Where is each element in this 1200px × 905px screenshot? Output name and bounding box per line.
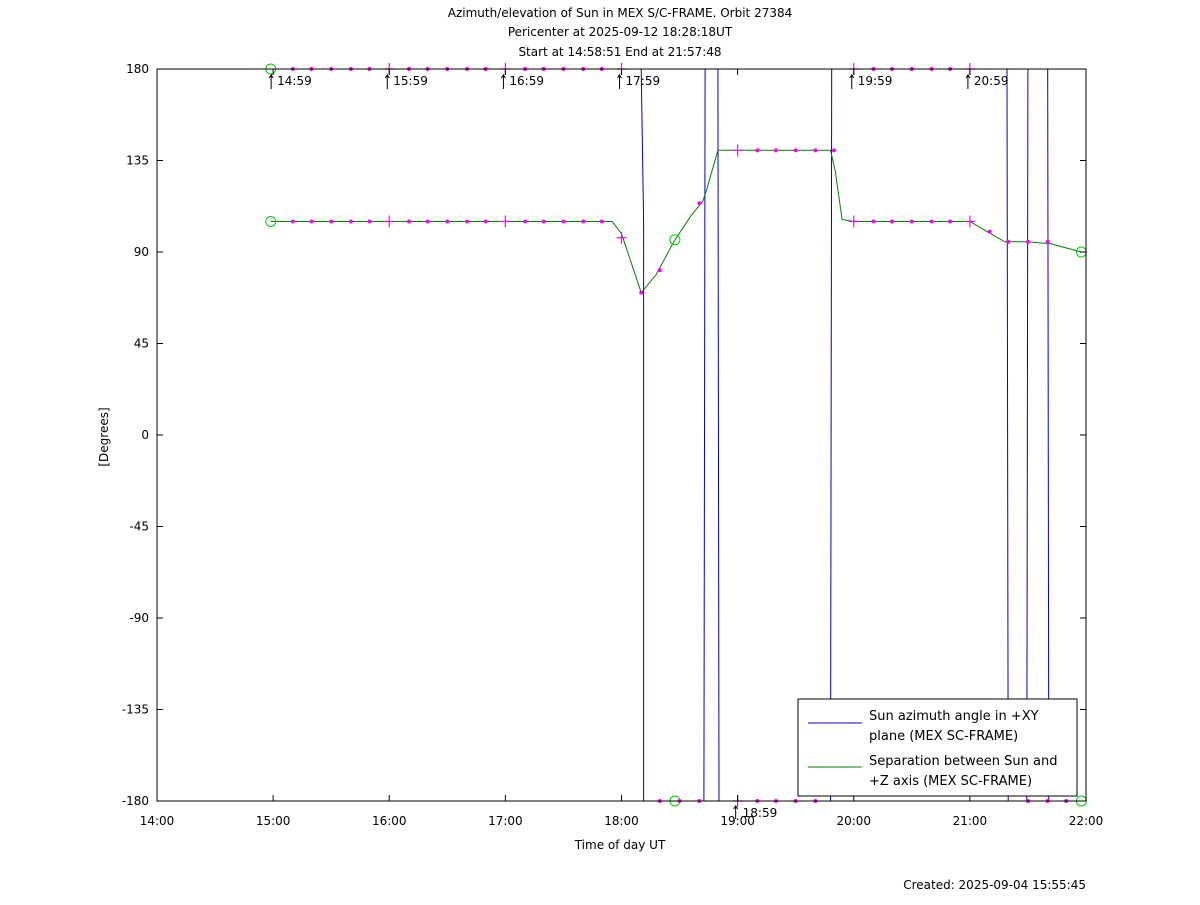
data-point-dot [657,268,662,273]
data-point-dot [697,201,702,206]
data-point-cross [616,231,627,244]
data-point-dot [348,219,353,224]
legend-label-azimuth-line-1: Sun azimuth angle in +XY [869,709,1039,724]
data-point-dot [987,229,992,234]
data-point-dot [890,219,895,224]
time-marker-label: 19:59 [858,74,893,88]
data-point-cross [384,215,395,228]
x-tick-label: 14:00 [140,814,175,828]
x-tick-label: 15:00 [256,814,291,828]
data-point-dot [755,148,760,153]
data-point-dot [929,219,934,224]
chart-title: Azimuth/elevation of Sun in MEX S/C-FRAM… [448,6,793,59]
data-point-dot [406,219,411,224]
data-point-dot [639,290,644,295]
time-marker-label: 15:59 [393,74,428,88]
time-marker-tick [617,73,622,89]
data-point-dot [1025,239,1030,244]
x-tick-label: 20:00 [836,814,871,828]
y-axis-label: [Degrees] [97,407,111,466]
y-tick-label: 90 [134,245,149,259]
endpoint-circle-marker [669,234,681,246]
x-axis: 14:00 15:00 16:00 17:00 18:00 19:00 20:00 21:00… [140,69,1104,828]
time-marker-tick [733,804,739,819]
data-point-dot [290,219,295,224]
series-group [270,68,1082,802]
data-point-dot [561,219,566,224]
data-point-dot [871,219,876,224]
plot-frame [156,68,1087,802]
time-marker-label: 17:59 [626,74,661,88]
y-tick-label: -180 [122,794,149,808]
data-point-cross [964,215,975,228]
y-tick-label: 180 [126,62,149,76]
series-line-sun-azimuth [270,68,1082,802]
y-tick-label: 45 [134,337,149,351]
time-marker-tick [965,73,971,89]
data-point-dot [1006,239,1011,244]
endpoint-circle-marker [265,216,277,227]
data-point-dot [523,219,528,224]
data-point-dot [445,219,450,224]
x-tick-label: 17:00 [488,814,523,828]
data-point-cross [848,215,859,228]
y-tick-label: 135 [126,154,149,168]
data-point-dot [813,148,818,153]
data-point-dot [541,219,546,224]
y-tick-label: -45 [129,520,149,534]
data-point-dot [793,148,798,153]
orbit-time-markers: 14:59 15:59 16:59 17:59 18:59 19:59 20:59 [268,73,1009,820]
data-point-dot [465,219,470,224]
data-point-dot [483,219,488,224]
x-axis-label: Time of day UT [574,838,666,852]
data-point-dot [425,219,430,224]
y-tick-label: -90 [129,611,149,625]
time-marker-label: 16:59 [509,74,544,88]
created-footer: Created: 2025-09-04 15:55:45 [903,878,1086,892]
x-tick-label: 18:00 [604,814,639,828]
data-point-dot [948,219,953,224]
time-marker-tick [500,73,506,89]
y-axis: 180 135 90 45 0 -45 -90 -135 -180 [122,62,1086,808]
time-marker-tick [849,73,855,89]
y-tick-label: -135 [122,703,149,717]
data-point-dot [1045,239,1050,244]
x-tick-label: 21:00 [953,814,988,828]
data-point-dot [832,148,837,153]
data-point-dot [309,219,314,224]
legend-label-separation-line-2: +Z axis (MEX SC-FRAME) [869,774,1032,789]
time-marker-label: 20:59 [974,74,1009,88]
legend: Sun azimuth angle in +XY plane (MEX SC-F… [797,698,1078,797]
data-point-dot [909,219,914,224]
legend-label-separation-line-1: Separation between Sun and [869,754,1057,769]
data-point-cross [732,144,743,157]
data-point-dot [329,219,334,224]
title-line-3: Start at 14:58:51 End at 21:57:48 [518,45,721,59]
x-tick-label: 22:00 [1069,814,1104,828]
x-tick-label: 16:00 [372,814,407,828]
data-point-dot [367,219,372,224]
legend-label-azimuth-line-2: plane (MEX SC-FRAME) [869,729,1018,744]
title-line-2: Pericenter at 2025-09-12 18:28:18UT [508,25,733,39]
data-point-dot [581,219,586,224]
x-tick-label: 19:00 [720,814,755,828]
data-point-cross [500,215,511,228]
time-marker-tick [268,73,274,89]
data-point-dot [773,148,778,153]
time-marker-label: 18:59 [743,806,778,820]
title-line-1: Azimuth/elevation of Sun in MEX S/C-FRAM… [448,6,793,20]
time-marker-tick [384,73,390,89]
legend-box [797,698,1078,797]
time-marker-label: 14:59 [277,74,312,88]
markers-group [265,63,1087,807]
y-tick-label: 0 [141,428,149,442]
data-point-dot [599,219,604,224]
